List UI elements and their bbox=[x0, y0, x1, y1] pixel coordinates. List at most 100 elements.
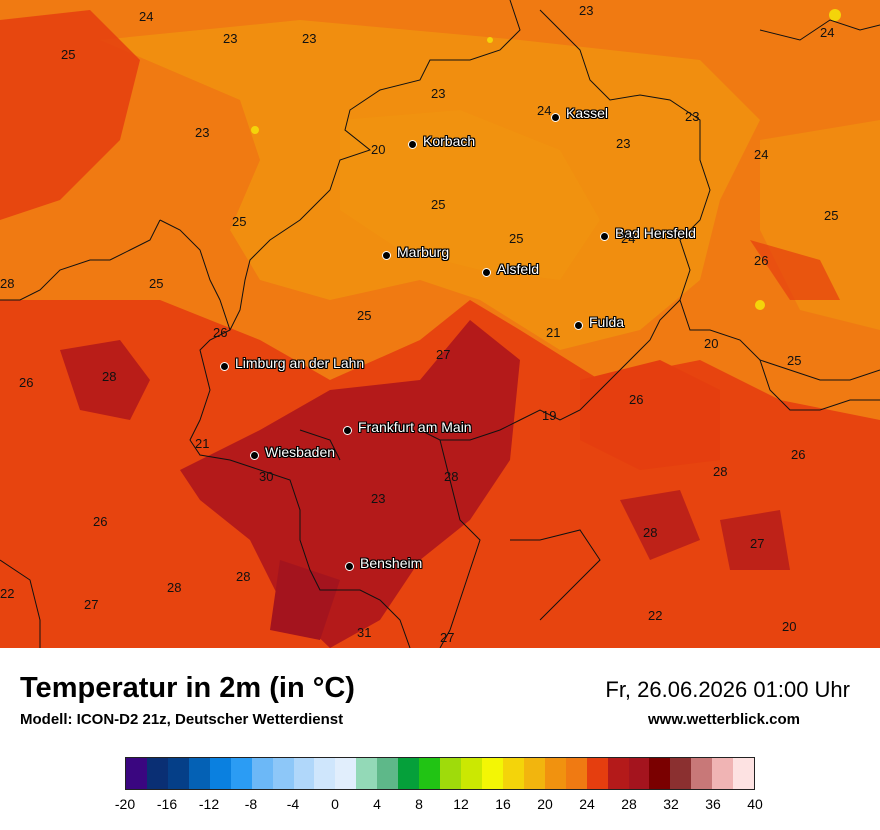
legend-swatch bbox=[544, 758, 566, 789]
legend-tick-label: 24 bbox=[579, 796, 595, 812]
temp-value: 25 bbox=[149, 276, 164, 291]
legend-tick-label: -20 bbox=[114, 796, 136, 812]
legend-tick-label: 0 bbox=[331, 796, 339, 812]
temp-value: 23 bbox=[223, 31, 238, 46]
legend-swatch bbox=[314, 758, 336, 789]
temp-value: 26 bbox=[213, 325, 228, 340]
legend-swatch bbox=[461, 758, 482, 789]
legend-swatch bbox=[649, 758, 671, 789]
city-marker bbox=[345, 562, 354, 571]
temp-value: 26 bbox=[93, 514, 108, 529]
temp-value: 23 bbox=[431, 86, 446, 101]
temp-value: 20 bbox=[782, 619, 797, 634]
temp-value: 25 bbox=[61, 47, 76, 62]
legend-tick-label: 12 bbox=[453, 796, 469, 812]
legend-swatch bbox=[586, 758, 608, 789]
temp-value: 23 bbox=[371, 491, 386, 506]
temp-value: 25 bbox=[357, 308, 372, 323]
temp-value: 27 bbox=[84, 597, 99, 612]
legend-swatch bbox=[293, 758, 315, 789]
city-label-korbach: Korbach bbox=[423, 133, 476, 149]
legend-tick-label: -8 bbox=[244, 796, 258, 812]
temp-value: 28 bbox=[444, 469, 459, 484]
city-label-wiesbaden: Wiesbaden bbox=[265, 444, 336, 460]
legend-swatch bbox=[523, 758, 545, 789]
legend-tick-label: -16 bbox=[156, 796, 178, 812]
temp-value: 27 bbox=[440, 630, 455, 645]
temp-value: 30 bbox=[259, 469, 274, 484]
legend-swatch bbox=[419, 758, 441, 789]
color-scale-legend bbox=[125, 757, 755, 790]
temp-value: 20 bbox=[704, 336, 719, 351]
model-info: Modell: ICON-D2 21z, Deutscher Wetterdie… bbox=[20, 711, 344, 728]
city-label-marburg: Marburg bbox=[397, 244, 450, 260]
forecast-datetime: Fr, 26.06.2026 01:00 Uhr bbox=[605, 677, 850, 702]
temp-value: 21 bbox=[546, 325, 561, 340]
temp-value: 27 bbox=[436, 347, 451, 362]
legend-swatch bbox=[209, 758, 231, 789]
temp-value: 28 bbox=[643, 525, 658, 540]
temp-value: 23 bbox=[616, 136, 631, 151]
city-marker bbox=[220, 362, 229, 371]
legend-swatch bbox=[565, 758, 587, 789]
legend-swatch bbox=[733, 758, 755, 789]
temp-value: 28 bbox=[167, 580, 182, 595]
legend-tick-label: 4 bbox=[373, 796, 381, 812]
legend-swatch bbox=[670, 758, 692, 789]
city-label-limburg: Limburg an der Lahn bbox=[235, 355, 365, 371]
temp-value: 22 bbox=[648, 608, 663, 623]
temp-value: 24 bbox=[139, 9, 154, 24]
map-title: Temperatur in 2m (in °C) bbox=[20, 672, 355, 704]
legend-tick-label: -4 bbox=[286, 796, 300, 812]
legend-swatch bbox=[502, 758, 524, 789]
legend-swatch bbox=[126, 758, 147, 789]
legend-tick-label: 36 bbox=[705, 796, 721, 812]
temp-value: 26 bbox=[791, 447, 806, 462]
city-marker bbox=[482, 268, 491, 277]
temp-value: 20 bbox=[371, 142, 386, 157]
legend-swatch bbox=[440, 758, 461, 789]
legend-tick-label: 20 bbox=[537, 796, 553, 812]
city-label-alsfeld: Alsfeld bbox=[497, 261, 540, 277]
legend-tick-label: 28 bbox=[621, 796, 637, 812]
city-marker bbox=[250, 451, 259, 460]
legend-swatch bbox=[398, 758, 420, 789]
temp-value: 26 bbox=[754, 253, 769, 268]
temp-value: 28 bbox=[0, 276, 15, 291]
city-marker bbox=[343, 426, 352, 435]
temp-value: 21 bbox=[195, 436, 210, 451]
legend-swatch bbox=[272, 758, 294, 789]
temp-value: 23 bbox=[195, 125, 210, 140]
legend-tick-label: 8 bbox=[415, 796, 423, 812]
temp-value: 25 bbox=[824, 208, 839, 223]
temp-value: 31 bbox=[357, 625, 372, 640]
temp-value: 26 bbox=[19, 375, 34, 390]
temp-value: 28 bbox=[102, 369, 117, 384]
city-label-bensheim: Bensheim bbox=[360, 555, 423, 571]
legend-swatch bbox=[356, 758, 378, 789]
temp-value: 25 bbox=[431, 197, 446, 212]
city-label-frankfurt: Frankfurt am Main bbox=[358, 419, 472, 435]
temp-value: 24 bbox=[820, 25, 835, 40]
city-label-kassel: Kassel bbox=[566, 105, 609, 121]
temp-value: 24 bbox=[621, 231, 636, 246]
legend-tick-label: -12 bbox=[198, 796, 220, 812]
legend-swatch bbox=[628, 758, 650, 789]
temp-value: 23 bbox=[302, 31, 317, 46]
legend-swatch bbox=[335, 758, 357, 789]
city-marker bbox=[574, 321, 583, 330]
temp-value: 28 bbox=[713, 464, 728, 479]
temperature-map: Kassel Korbach Bad Hersfeld Marburg Alsf… bbox=[0, 0, 880, 648]
temp-value: 28 bbox=[236, 569, 251, 584]
legend-swatch bbox=[188, 758, 210, 789]
legend-tick-label: 16 bbox=[495, 796, 511, 812]
legend-swatch bbox=[377, 758, 399, 789]
website-link[interactable]: www.wetterblick.com bbox=[648, 711, 800, 728]
temp-value: 25 bbox=[787, 353, 802, 368]
city-label-fulda: Fulda bbox=[589, 314, 625, 330]
temp-value: 24 bbox=[537, 103, 552, 118]
city-marker bbox=[408, 140, 417, 149]
temp-value: 23 bbox=[579, 3, 594, 18]
legend-swatch bbox=[712, 758, 734, 789]
city-marker bbox=[551, 113, 560, 122]
